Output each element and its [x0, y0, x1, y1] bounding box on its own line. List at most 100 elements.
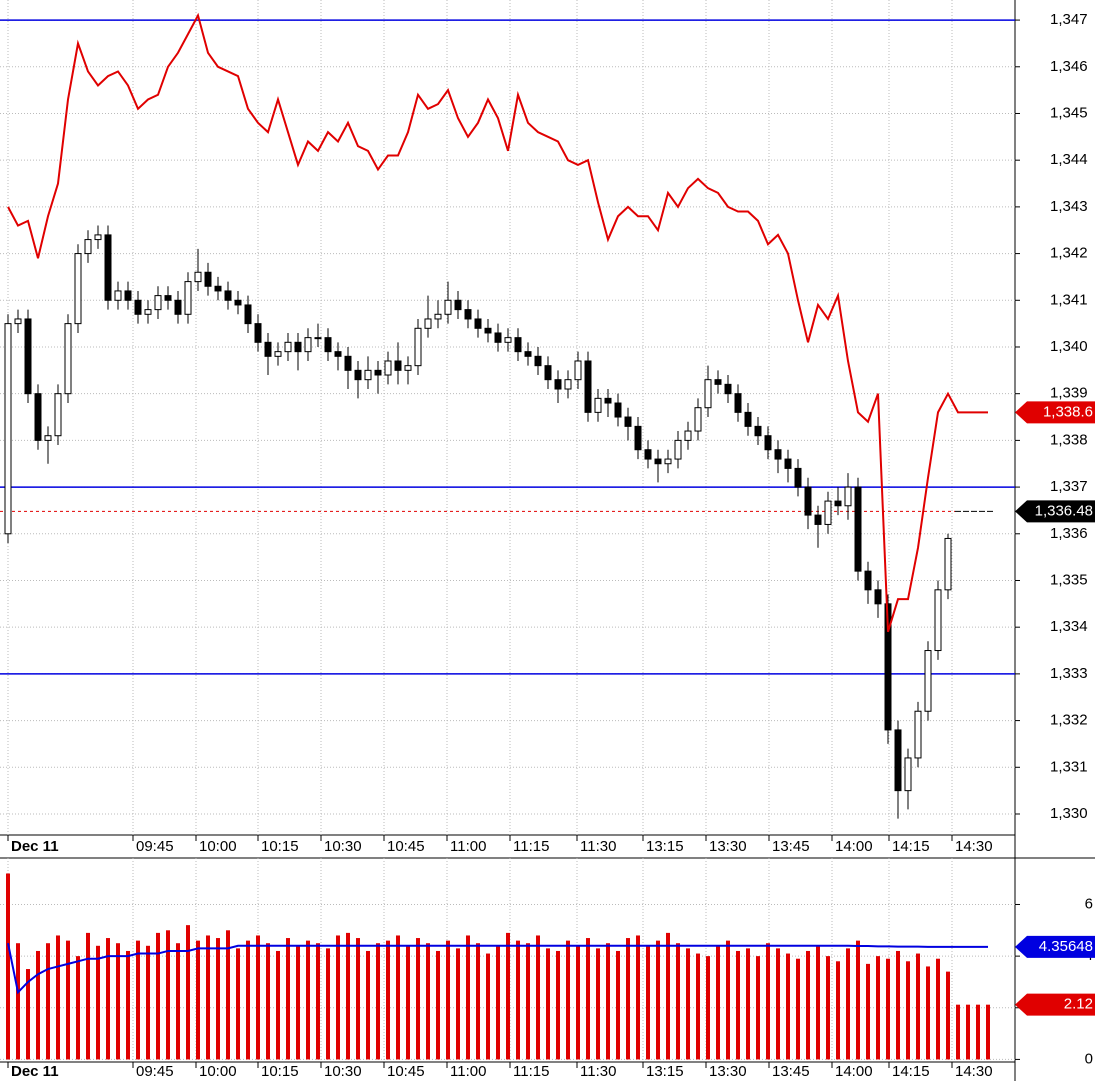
candle-body	[84, 239, 92, 255]
candle-body	[324, 337, 332, 353]
candle-body	[494, 332, 502, 343]
candle-body	[784, 458, 792, 469]
volume-bar	[816, 945, 820, 1060]
candle-body	[124, 290, 132, 301]
volume-bar	[466, 935, 470, 1060]
y-tick-label: 1,347	[1050, 11, 1088, 28]
candle-body	[484, 327, 492, 334]
volume-bar	[106, 938, 110, 1060]
candle-body	[464, 309, 472, 320]
candle-body	[304, 337, 312, 353]
volume-bar	[946, 971, 950, 1060]
x-tick-label: 13:45	[772, 1063, 810, 1080]
volume-bar	[36, 950, 40, 1060]
y-tick-label: 1,342	[1050, 245, 1088, 262]
x-tick-label: 14:30	[955, 838, 993, 855]
candle-body	[434, 313, 442, 320]
y-tick-label: 1,331	[1050, 758, 1088, 775]
volume-bar	[376, 943, 380, 1060]
volume-bar	[6, 873, 10, 1060]
y-tick-label: 1,339	[1050, 385, 1088, 402]
candle-body	[444, 299, 452, 315]
y-tick-label: 1,332	[1050, 712, 1088, 729]
volume-bar	[156, 932, 160, 1060]
volume-bar	[336, 935, 340, 1060]
volume-bar	[436, 950, 440, 1060]
x-tick-label: 14:15	[892, 838, 930, 855]
volume-bar	[456, 948, 460, 1060]
candle-body	[354, 369, 362, 381]
candle-body	[24, 318, 32, 395]
candle-body	[944, 537, 952, 591]
volume-bar	[676, 943, 680, 1060]
candle-body	[194, 271, 202, 283]
x-tick-label: 11:15	[513, 838, 549, 855]
volume-bar	[796, 958, 800, 1060]
volume-bar	[116, 943, 120, 1060]
volume-bar	[426, 943, 430, 1060]
candle-body	[754, 425, 762, 437]
volume-bar	[766, 943, 770, 1060]
y-tick-label: 0	[1085, 1050, 1093, 1067]
volume-bar	[876, 956, 880, 1060]
candle-body	[384, 360, 392, 376]
volume-bar	[176, 943, 180, 1060]
volume-bar	[616, 950, 620, 1060]
volume-bar	[826, 956, 830, 1060]
price-tag-label: 2.12	[1064, 996, 1093, 1013]
y-tick-label: 1,338	[1050, 431, 1088, 448]
candle-body	[204, 271, 212, 287]
candle-body	[704, 379, 712, 409]
volume-bar	[586, 938, 590, 1060]
x-tick-label: 13:45	[772, 838, 810, 855]
candle-body	[524, 351, 532, 357]
x-tick-label: 11:30	[580, 1063, 616, 1080]
x-tick-label: 11:00	[450, 1063, 486, 1080]
candle-body	[654, 458, 662, 465]
candle-body	[864, 570, 872, 591]
volume-bar	[856, 940, 860, 1060]
candle-body	[644, 449, 652, 460]
volume-bar	[16, 943, 20, 1060]
volume-bar	[206, 935, 210, 1060]
volume-bar	[736, 950, 740, 1060]
candle-body	[134, 299, 142, 315]
candle-body	[774, 449, 782, 460]
volume-bar	[416, 938, 420, 1060]
candle-body	[564, 379, 572, 390]
x-tick-label: 10:30	[324, 838, 362, 855]
candle-body	[224, 290, 232, 301]
volume-bar	[966, 1004, 970, 1060]
y-tick-label: 6	[1085, 895, 1093, 912]
y-tick-label: 1,344	[1050, 151, 1088, 168]
x-tick-label: 10:45	[387, 838, 425, 855]
y-tick-label: 1,340	[1050, 338, 1088, 355]
volume-bar	[136, 940, 140, 1060]
volume-bar	[126, 950, 130, 1060]
candle-body	[264, 341, 272, 357]
volume-bar	[566, 940, 570, 1060]
x-tick-label: 10:30	[324, 1063, 362, 1080]
price-tag	[1015, 993, 1095, 1016]
candle-body	[594, 397, 602, 413]
candle-body	[714, 379, 722, 385]
volume-bar	[886, 958, 890, 1060]
volume-bar	[256, 935, 260, 1060]
candle-body	[284, 341, 292, 353]
x-tick-label: 13:15	[646, 838, 684, 855]
volume-bar	[26, 969, 30, 1060]
volume-bar	[536, 935, 540, 1060]
volume-average-line	[7, 943, 988, 995]
candle-body	[514, 337, 522, 353]
price-tag-label: 1,338.6	[1043, 403, 1093, 420]
x-tick-label: 09:45	[136, 1063, 174, 1080]
candle-body	[154, 295, 162, 311]
candle-body	[694, 407, 702, 432]
volume-bar	[326, 948, 330, 1060]
candle-body	[584, 360, 592, 413]
x-tick-label: Dec 11	[11, 838, 59, 855]
volume-bar	[836, 961, 840, 1060]
x-tick-label: 11:30	[580, 838, 616, 855]
candle-body	[174, 299, 182, 315]
volume-bar	[286, 938, 290, 1060]
